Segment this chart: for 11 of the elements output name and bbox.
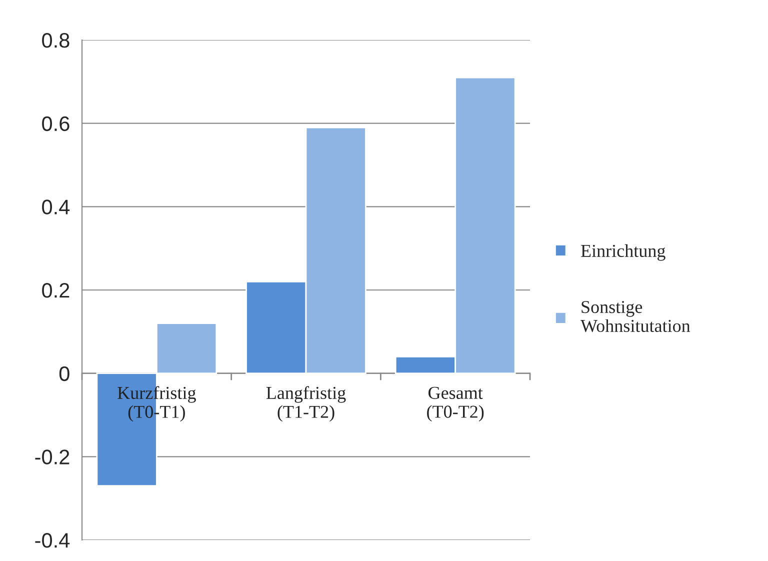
- y-tick-label: -0.2: [35, 450, 70, 464]
- x-tick-label: Langfristig (T1-T2): [266, 386, 346, 422]
- legend-label: Einrichtung: [581, 244, 666, 261]
- y-tick-label: 0.4: [42, 200, 70, 214]
- y-tick-label: -0.4: [35, 533, 70, 548]
- y-tick-label: 0.8: [42, 33, 70, 48]
- y-tick-label: 0.2: [42, 283, 70, 298]
- y-tick-label: 0.6: [42, 116, 70, 132]
- y-tick-label: 0: [59, 366, 70, 382]
- legend-label: Sonstige Wohnsitutation: [580, 300, 690, 332]
- x-tick-label: Gesamt (T0-T2): [427, 386, 484, 422]
